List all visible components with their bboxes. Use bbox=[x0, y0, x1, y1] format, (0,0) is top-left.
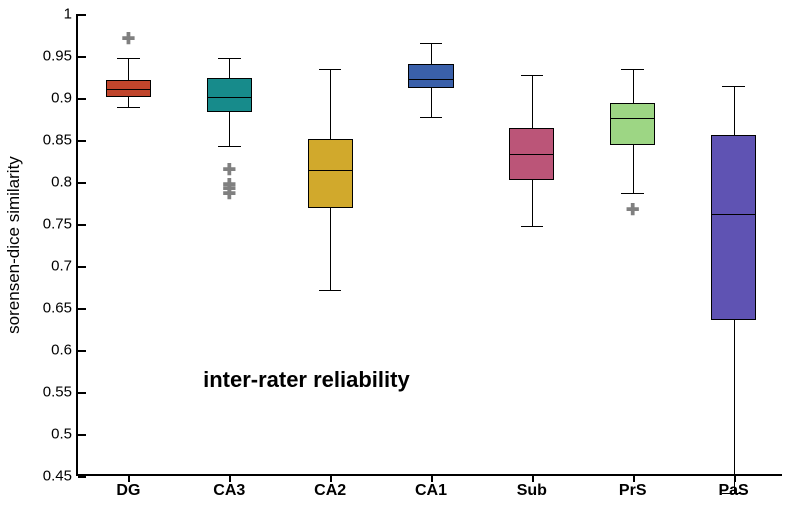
whisker-upper bbox=[431, 43, 432, 63]
whisker-cap-lower bbox=[218, 146, 241, 147]
outlier-marker: ✚ bbox=[626, 203, 639, 219]
whisker-upper bbox=[532, 75, 533, 128]
y-tick-label: 0.7 bbox=[51, 258, 78, 275]
whisker-cap-upper bbox=[319, 69, 342, 70]
median-line bbox=[712, 214, 755, 215]
whisker-cap-lower bbox=[621, 193, 644, 194]
y-tick bbox=[78, 350, 86, 352]
y-tick bbox=[78, 182, 86, 184]
median-line bbox=[309, 170, 352, 171]
y-tick bbox=[78, 434, 86, 436]
y-tick bbox=[78, 476, 86, 478]
y-tick-label: 0.6 bbox=[51, 342, 78, 359]
y-tick-label: 1 bbox=[64, 6, 78, 23]
box bbox=[509, 128, 554, 180]
annotation-text: inter-rater reliability bbox=[203, 367, 410, 393]
whisker-cap-upper bbox=[521, 75, 544, 76]
y-tick-label: 0.45 bbox=[43, 468, 78, 485]
median-line bbox=[409, 79, 452, 80]
whisker-cap-lower bbox=[420, 117, 443, 118]
boxplot-chart: 0.45 0.5 0.55 0.6 0.65 0.7 0.75 0.8 0.85 0.9 0.95 1… bbox=[0, 0, 800, 519]
x-tick-label: CA2 bbox=[314, 474, 346, 500]
y-tick-label: 0.75 bbox=[43, 216, 78, 233]
x-tick-label: Sub bbox=[517, 474, 547, 500]
whisker-cap-lower bbox=[521, 226, 544, 227]
whisker-cap-upper bbox=[117, 58, 140, 59]
y-tick bbox=[78, 266, 86, 268]
whisker-cap-upper bbox=[420, 43, 443, 44]
x-tick-label: PrS bbox=[619, 474, 647, 500]
y-tick bbox=[78, 308, 86, 310]
whisker-upper bbox=[633, 69, 634, 103]
y-tick bbox=[78, 392, 86, 394]
y-tick-label: 0.55 bbox=[43, 384, 78, 401]
y-tick-label: 0.8 bbox=[51, 174, 78, 191]
whisker-cap-lower bbox=[319, 290, 342, 291]
box bbox=[610, 103, 655, 145]
whisker-upper bbox=[128, 58, 129, 81]
y-tick-label: 0.5 bbox=[51, 426, 78, 443]
y-tick bbox=[78, 98, 86, 100]
whisker-lower bbox=[431, 88, 432, 117]
y-tick bbox=[78, 140, 86, 142]
box bbox=[408, 64, 453, 88]
whisker-upper bbox=[229, 58, 230, 78]
median-line bbox=[510, 154, 553, 155]
box bbox=[711, 135, 756, 320]
outlier-marker: ✚ bbox=[223, 187, 236, 203]
whisker-cap-lower bbox=[117, 107, 140, 108]
whisker-lower bbox=[532, 180, 533, 225]
whisker-upper bbox=[330, 69, 331, 139]
median-line bbox=[107, 89, 150, 90]
whisker-cap-upper bbox=[621, 69, 644, 70]
y-tick-label: 0.85 bbox=[43, 132, 78, 149]
whisker-upper bbox=[734, 86, 735, 135]
y-tick-label: 0.95 bbox=[43, 48, 78, 65]
whisker-lower bbox=[229, 112, 230, 146]
whisker-cap-lower bbox=[722, 493, 745, 494]
y-tick bbox=[78, 56, 86, 58]
x-tick-label: DG bbox=[116, 474, 140, 500]
median-line bbox=[208, 97, 251, 98]
box bbox=[106, 80, 151, 97]
plot-area: 0.450.50.550.60.650.70.750.80.850.90.951… bbox=[76, 14, 782, 476]
whisker-lower bbox=[734, 320, 735, 493]
median-line bbox=[611, 118, 654, 119]
y-tick bbox=[78, 224, 86, 226]
whisker-cap-upper bbox=[722, 86, 745, 87]
whisker-lower bbox=[128, 97, 129, 107]
whisker-lower bbox=[330, 208, 331, 290]
whisker-lower bbox=[633, 145, 634, 193]
x-tick-label: CA3 bbox=[213, 474, 245, 500]
box bbox=[207, 78, 252, 112]
whisker-cap-upper bbox=[218, 58, 241, 59]
box bbox=[308, 139, 353, 208]
y-tick-label: 0.9 bbox=[51, 90, 78, 107]
y-tick bbox=[78, 14, 86, 16]
x-tick-label: CA1 bbox=[415, 474, 447, 500]
y-axis-label: sorensen-dice similarity bbox=[4, 156, 24, 334]
outlier-marker: ✚ bbox=[122, 32, 135, 48]
y-tick-label: 0.65 bbox=[43, 300, 78, 317]
